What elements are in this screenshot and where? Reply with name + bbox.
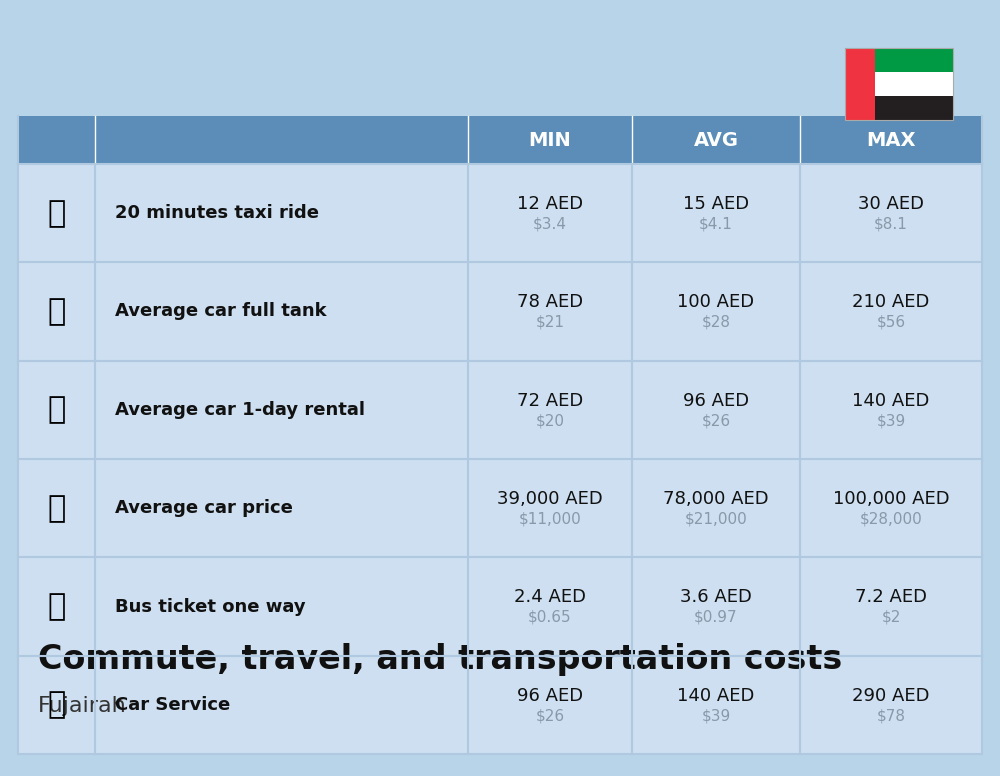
Text: 140 AED: 140 AED: [677, 687, 755, 705]
Text: Average car 1-day rental: Average car 1-day rental: [115, 401, 365, 419]
Text: 7.2 AED: 7.2 AED: [855, 588, 927, 607]
Text: 15 AED: 15 AED: [683, 196, 749, 213]
Text: $3.4: $3.4: [533, 217, 567, 232]
Text: 210 AED: 210 AED: [852, 293, 930, 311]
Bar: [18, 262, 982, 361]
Text: 30 AED: 30 AED: [858, 196, 924, 213]
Text: Commute, travel, and transportation costs: Commute, travel, and transportation cost…: [38, 643, 842, 676]
Bar: [18, 164, 982, 262]
Text: $56: $56: [876, 315, 906, 330]
Text: $0.97: $0.97: [694, 610, 738, 625]
Text: 100,000 AED: 100,000 AED: [833, 490, 949, 508]
Text: $28: $28: [702, 315, 730, 330]
Text: 🔧: 🔧: [47, 691, 66, 719]
Text: $39: $39: [876, 414, 906, 428]
Text: $21: $21: [536, 315, 564, 330]
Text: 🚗: 🚗: [47, 494, 66, 523]
Text: $0.65: $0.65: [528, 610, 572, 625]
Text: Average car full tank: Average car full tank: [115, 303, 327, 320]
Bar: [18, 656, 982, 754]
Text: 🚕: 🚕: [47, 199, 66, 227]
Text: $26: $26: [701, 414, 731, 428]
Text: ⛽: ⛽: [47, 297, 66, 326]
Text: $20: $20: [536, 414, 564, 428]
Text: 3.6 AED: 3.6 AED: [680, 588, 752, 607]
Text: 290 AED: 290 AED: [852, 687, 930, 705]
Text: Bus ticket one way: Bus ticket one way: [115, 598, 306, 615]
Bar: [875, 72, 953, 96]
Bar: [875, 96, 953, 120]
Bar: [875, 48, 953, 72]
Text: 78,000 AED: 78,000 AED: [663, 490, 769, 508]
Text: 🚙: 🚙: [47, 395, 66, 424]
Text: $78: $78: [876, 708, 906, 723]
Text: 39,000 AED: 39,000 AED: [497, 490, 603, 508]
Text: 96 AED: 96 AED: [683, 392, 749, 410]
Text: $4.1: $4.1: [699, 217, 733, 232]
Text: 100 AED: 100 AED: [677, 293, 755, 311]
Text: $8.1: $8.1: [874, 217, 908, 232]
Bar: [18, 116, 982, 164]
Text: $11,000: $11,000: [519, 511, 581, 527]
Text: 20 minutes taxi ride: 20 minutes taxi ride: [115, 204, 319, 222]
Bar: [18, 557, 982, 656]
Text: $21,000: $21,000: [685, 511, 747, 527]
Text: $28,000: $28,000: [860, 511, 922, 527]
Text: $26: $26: [535, 708, 565, 723]
Text: MAX: MAX: [866, 130, 916, 150]
Bar: [845, 48, 953, 120]
Text: MIN: MIN: [529, 130, 571, 150]
Text: 140 AED: 140 AED: [852, 392, 930, 410]
Text: Fujairah: Fujairah: [38, 696, 127, 716]
Text: 🚌: 🚌: [47, 592, 66, 621]
Text: $2: $2: [881, 610, 901, 625]
Text: 2.4 AED: 2.4 AED: [514, 588, 586, 607]
Bar: [18, 361, 982, 459]
Text: 78 AED: 78 AED: [517, 293, 583, 311]
Text: 12 AED: 12 AED: [517, 196, 583, 213]
Text: 72 AED: 72 AED: [517, 392, 583, 410]
Text: 96 AED: 96 AED: [517, 687, 583, 705]
Bar: [845, 48, 875, 120]
Text: AVG: AVG: [694, 130, 738, 150]
Text: Car Service: Car Service: [115, 696, 230, 714]
Bar: [18, 459, 982, 557]
Text: Average car price: Average car price: [115, 499, 293, 517]
Text: $39: $39: [701, 708, 731, 723]
